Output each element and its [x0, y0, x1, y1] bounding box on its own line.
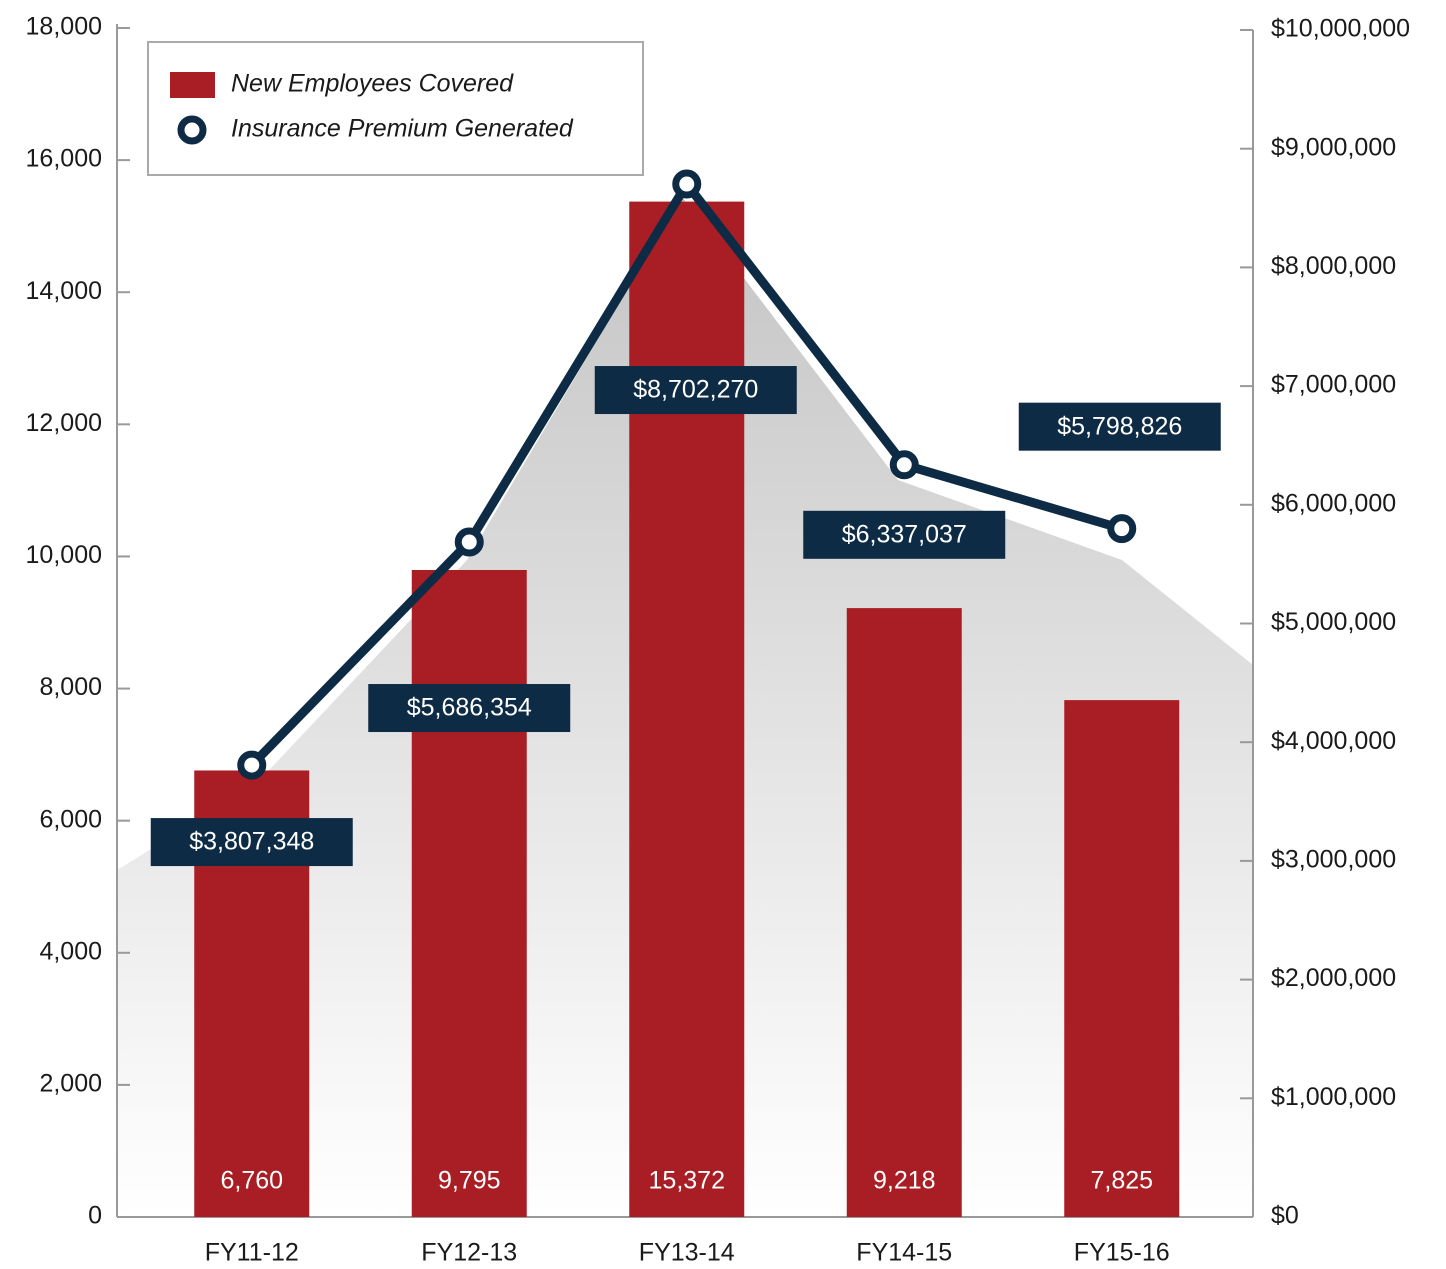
- y2-tick-label: $1,000,000: [1271, 1083, 1396, 1111]
- y2-tick-label: $6,000,000: [1271, 489, 1396, 517]
- line-marker: [1107, 514, 1137, 544]
- y2-tick-label: $3,000,000: [1271, 846, 1396, 874]
- bar-value-label: 7,825: [1090, 1167, 1153, 1195]
- line-value-label: $6,337,037: [842, 520, 967, 548]
- y2-tick-label: $10,000,000: [1271, 15, 1410, 43]
- line-value-label: $5,798,826: [1057, 412, 1182, 440]
- line-marker: [454, 527, 484, 557]
- legend-label: Insurance Premium Generated: [231, 115, 574, 143]
- y-tick-label: 0: [88, 1202, 102, 1230]
- y-tick-label: 12,000: [26, 409, 102, 437]
- y2-tick-label: $8,000,000: [1271, 252, 1396, 280]
- y2-tick-label: $0: [1271, 1202, 1299, 1230]
- y-tick-label: 16,000: [26, 145, 102, 173]
- bar-value-label: 9,218: [873, 1167, 936, 1195]
- value-label-box: [368, 684, 571, 733]
- legend-box: [147, 41, 644, 176]
- line-value-label: $8,702,270: [633, 376, 758, 404]
- y-tick-label: 10,000: [26, 541, 102, 569]
- bar-value-label: 9,795: [438, 1167, 501, 1195]
- legend-label: New Employees Covered: [231, 70, 514, 98]
- legend: New Employees Covered Insurance Premium G…: [147, 41, 644, 176]
- value-label-box: [1018, 402, 1221, 451]
- y2-tick-label: $9,000,000: [1271, 133, 1396, 161]
- line-value-label: $5,686,354: [407, 694, 532, 722]
- bar-value-label: 15,372: [649, 1167, 725, 1195]
- y2-tick-label: $7,000,000: [1271, 371, 1396, 399]
- y-tick-label: 4,000: [39, 937, 102, 965]
- line-marker: [889, 450, 919, 480]
- y2-tick-label: $2,000,000: [1271, 964, 1396, 992]
- y-tick-label: 8,000: [39, 673, 102, 701]
- value-label-box: [594, 366, 797, 415]
- y-tick-label: 18,000: [26, 13, 102, 41]
- line-value-label: $3,807,348: [189, 828, 314, 856]
- x-tick-label: FY15-16: [1074, 1239, 1170, 1267]
- line-marker: [237, 750, 267, 780]
- x-tick-label: FY11-12: [205, 1239, 299, 1267]
- legend-swatch: [177, 115, 207, 145]
- x-tick-label: FY13-14: [639, 1239, 735, 1267]
- legend-swatch: [170, 72, 215, 98]
- y2-tick-label: $5,000,000: [1271, 608, 1396, 636]
- y2-tick-label: $4,000,000: [1271, 727, 1396, 755]
- x-tick-label: FY14-15: [856, 1239, 952, 1267]
- bar: [1064, 700, 1180, 1217]
- bar: [629, 201, 745, 1217]
- value-label-box: [150, 818, 353, 867]
- line-marker: [672, 169, 702, 199]
- bar: [846, 608, 962, 1217]
- y-tick-label: 14,000: [26, 277, 102, 305]
- bar-value-label: 6,760: [220, 1167, 283, 1195]
- x-tick-label: FY12-13: [421, 1239, 517, 1267]
- y-tick-label: 2,000: [39, 1069, 102, 1097]
- value-label-box: [803, 510, 1006, 559]
- bar: [411, 569, 527, 1217]
- y-tick-label: 6,000: [39, 805, 102, 833]
